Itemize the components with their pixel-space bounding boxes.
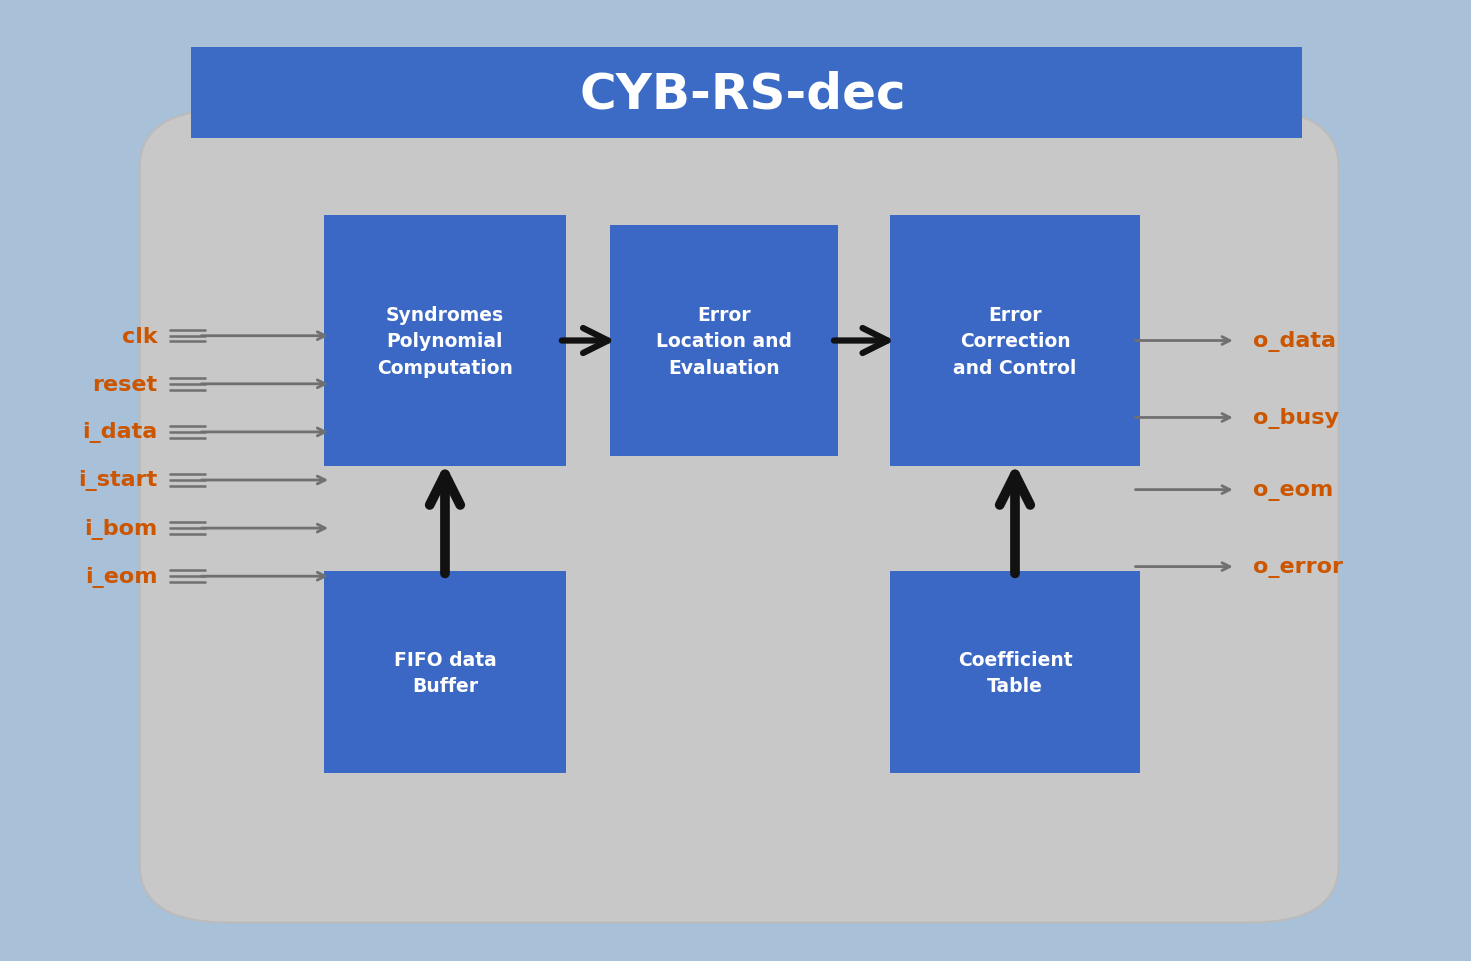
FancyBboxPatch shape [191,48,1302,139]
FancyBboxPatch shape [140,111,1339,923]
Text: o_busy: o_busy [1253,407,1339,429]
Text: Error
Location and
Evaluation: Error Location and Evaluation [656,306,793,377]
Text: clk: clk [122,327,157,346]
Text: i_eom: i_eom [85,566,157,587]
FancyBboxPatch shape [610,226,838,456]
Text: Coefficient
Table: Coefficient Table [958,650,1072,696]
Text: o_error: o_error [1253,557,1343,577]
Text: i_data: i_data [82,422,157,443]
Text: Error
Correction
and Control: Error Correction and Control [953,306,1077,377]
Text: i_start: i_start [78,470,157,491]
FancyBboxPatch shape [890,216,1140,466]
Text: CYB-RS-dec: CYB-RS-dec [580,70,906,118]
Text: FIFO data
Buffer: FIFO data Buffer [394,650,496,696]
Text: o_eom: o_eom [1253,480,1334,500]
FancyBboxPatch shape [324,216,566,466]
Text: reset: reset [93,375,157,394]
FancyBboxPatch shape [324,572,566,774]
Text: i_bom: i_bom [84,518,157,539]
Text: o_data: o_data [1253,331,1336,352]
FancyBboxPatch shape [890,572,1140,774]
Text: Syndromes
Polynomial
Computation: Syndromes Polynomial Computation [377,306,513,377]
